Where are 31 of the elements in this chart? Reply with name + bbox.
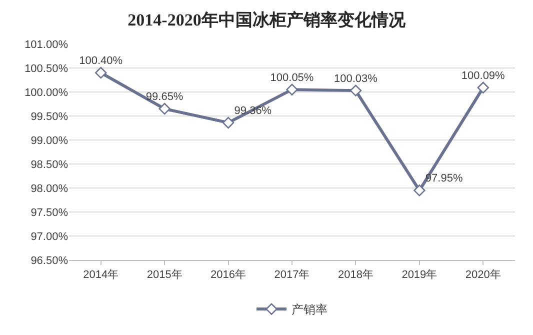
y-tick-label: 101.00% bbox=[24, 38, 68, 51]
x-tick-label: 2017年 bbox=[274, 269, 310, 282]
point bbox=[350, 84, 362, 96]
y-tick-label: 100.50% bbox=[24, 62, 68, 75]
point bbox=[158, 102, 170, 115]
x-tick-label: 2015年 bbox=[146, 269, 182, 282]
y-tick-label: 96.50% bbox=[30, 254, 68, 267]
y-tick-label: 97.50% bbox=[30, 206, 68, 219]
y-tick-label: 98.50% bbox=[30, 158, 68, 171]
y-tick-label: 99.00% bbox=[30, 134, 68, 147]
y-tick-label: 97.00% bbox=[30, 230, 68, 243]
x-tick-label: 2014年 bbox=[83, 269, 119, 282]
x-tick-label: 2018年 bbox=[338, 269, 374, 282]
data-label: 100.40% bbox=[79, 55, 123, 68]
x-tick-label: 2019年 bbox=[402, 269, 438, 282]
y-tick-label: 98.00% bbox=[30, 182, 68, 195]
chart-title: 2014-2020年中国冰柜产销率变化情况 bbox=[128, 10, 406, 30]
point bbox=[414, 184, 426, 196]
data-label: 99.65% bbox=[146, 91, 184, 104]
y-tick-label: 100.00% bbox=[24, 86, 68, 99]
point bbox=[95, 66, 107, 79]
y-tick-label: 99.50% bbox=[30, 110, 68, 123]
point bbox=[286, 84, 298, 96]
point bbox=[222, 116, 234, 129]
x-tick-label: 2020年 bbox=[465, 269, 501, 282]
point bbox=[477, 82, 489, 94]
data-label: 100.03% bbox=[334, 72, 378, 85]
x-tick-label: 2016年 bbox=[210, 269, 246, 282]
legend-label: 产销率 bbox=[292, 302, 328, 317]
data-label: 100.05% bbox=[270, 72, 314, 84]
data-label: 100.09% bbox=[461, 70, 506, 82]
